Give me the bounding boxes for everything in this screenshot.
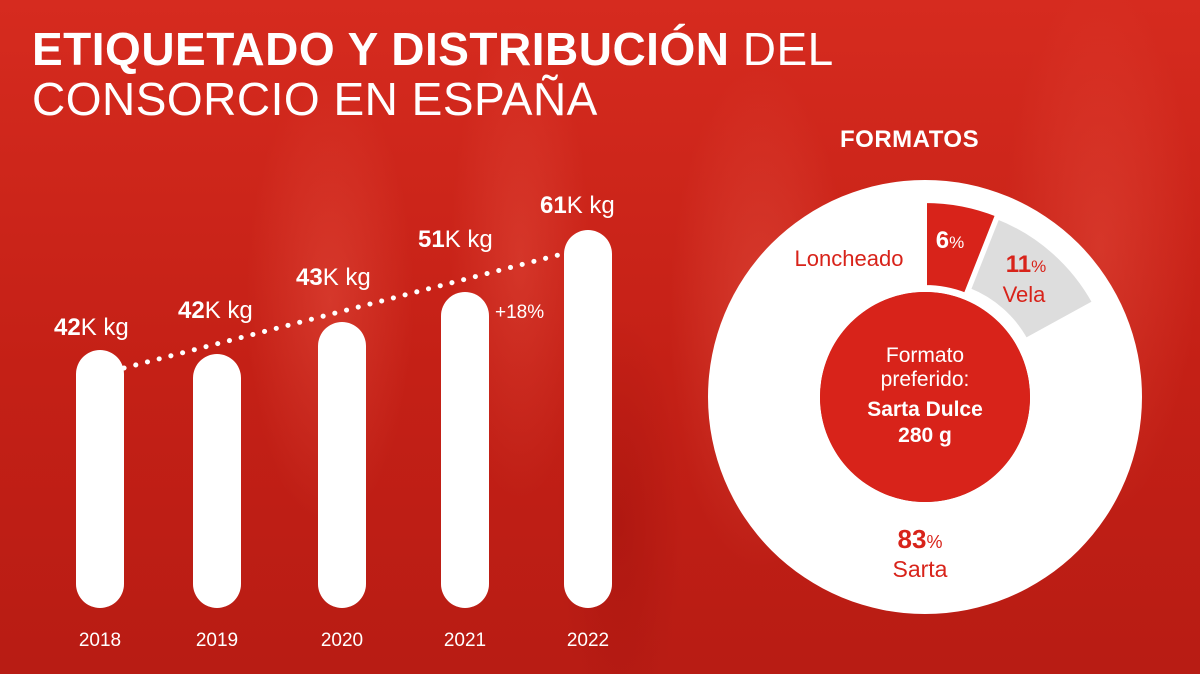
label-sarta: Sarta [893,556,948,582]
bar-2019 [193,354,241,608]
bar-value-label: 61K kg [540,192,615,219]
x-tick-label: 2021 [444,630,486,651]
x-tick-label: 2019 [196,630,238,651]
pct-vela: 11% [1006,251,1047,278]
title-line2: CONSORCIO EN ESPAÑA [32,73,598,125]
trend-line [121,250,569,371]
center-text-line: Formato [886,344,964,367]
slice-loncheado [923,198,1000,298]
bar-value-label: 51K kg [418,226,493,253]
pct-sarta: 83% [898,524,943,554]
bar-chart: 2018 2019 2020 2021 2022 42K kg 42K kg 43K kg 51… [54,192,615,651]
label-vela: Vela [1003,282,1047,307]
slice-vela [966,214,1097,343]
bar-2020 [318,322,366,608]
bar-2018 [76,350,124,608]
pct-loncheado: 6% [936,227,964,254]
x-tick-label: 2022 [567,630,609,651]
pie-title: FORMATOS [840,126,980,153]
x-tick-label: 2020 [321,630,363,651]
center-text-line: preferido: [881,368,970,391]
bar-value-label: 42K kg [178,297,253,324]
page-title: ETIQUETADO Y DISTRIBUCIÓN DEL CONSORCIO … [32,24,834,124]
bar-2021 [441,291,489,608]
title-bold: ETIQUETADO Y DISTRIBUCIÓN [32,23,730,75]
center-bold-line: 280 g [898,424,952,447]
growth-annotation: +18% [495,302,544,323]
donut-center [820,292,1030,502]
label-loncheado: Loncheado [795,246,904,271]
title-light: DEL [742,23,834,75]
x-tick-label: 2018 [79,630,121,651]
bar-2022 [564,230,612,608]
center-bold-line: Sarta Dulce [867,398,983,421]
bar-value-label: 42K kg [54,314,129,341]
bar-value-label: 43K kg [296,264,371,291]
